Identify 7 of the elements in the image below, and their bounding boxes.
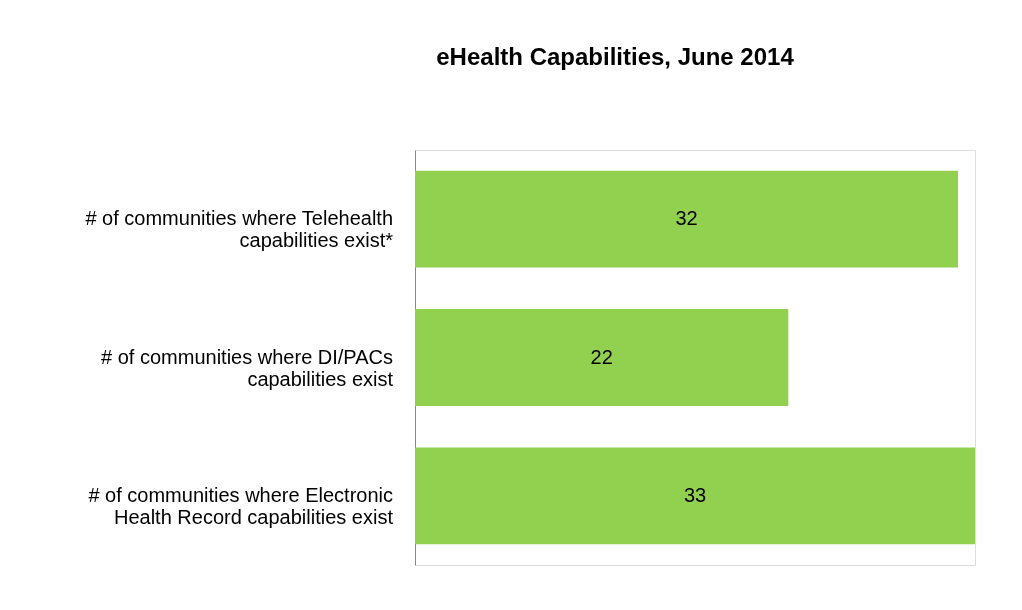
y-tick-label: # of communities where Telehealth capabilities exist* [85, 207, 394, 252]
y-tick-label: # of communities where Electronic Health Record capabilities exist [88, 483, 394, 528]
y-tick-label: # of communities where DI/PACs capabilities exist [101, 345, 394, 390]
data-label: 33 [683, 483, 707, 506]
data-label: 32 [675, 207, 698, 230]
chart-title: eHealth Capabilities, June 2014 [436, 43, 795, 70]
data-label: 22 [590, 345, 613, 368]
